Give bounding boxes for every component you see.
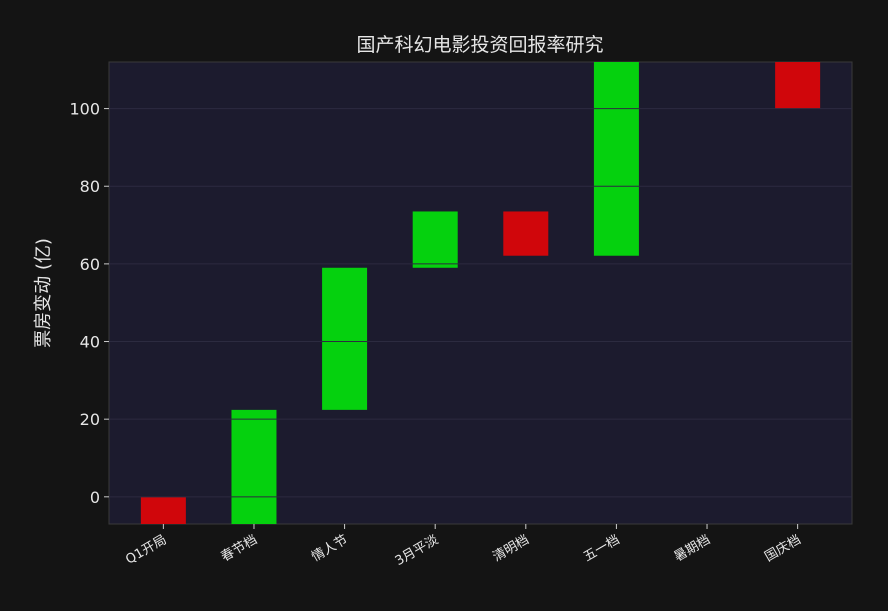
x-tick-label: 情人节 [309, 532, 350, 564]
x-tick-label: Q1开局 [123, 532, 169, 567]
bar-6 [685, 0, 730, 11]
x-tick-label: 春节档 [219, 532, 260, 564]
chart-title: 国产科幻电影投资回报率研究 [356, 34, 603, 56]
bar-3 [412, 211, 458, 268]
x-tick-label: 五一档 [581, 532, 622, 564]
y-tick-label: 40 [80, 333, 100, 352]
x-tick-label: 清明档 [491, 532, 532, 564]
x-tick-label: 国庆档 [762, 532, 803, 564]
x-tick-label: 3月平淡 [393, 532, 441, 569]
y-tick-label: 100 [69, 100, 100, 119]
bar-0 [140, 496, 186, 524]
y-tick-label: 0 [90, 488, 100, 507]
bar-1 [231, 409, 277, 524]
bar-2 [322, 267, 368, 410]
y-tick-label: 80 [80, 177, 100, 196]
plot-area [108, 61, 853, 525]
y-axis-label: 票房变动 (亿) [33, 238, 54, 348]
y-tick-label: 20 [80, 410, 100, 429]
x-tick-label: 暑期档 [672, 532, 713, 564]
bar-5 [593, 62, 639, 256]
bar-7 [775, 62, 821, 109]
bar-4 [503, 211, 549, 256]
y-tick-label: 60 [80, 255, 100, 274]
